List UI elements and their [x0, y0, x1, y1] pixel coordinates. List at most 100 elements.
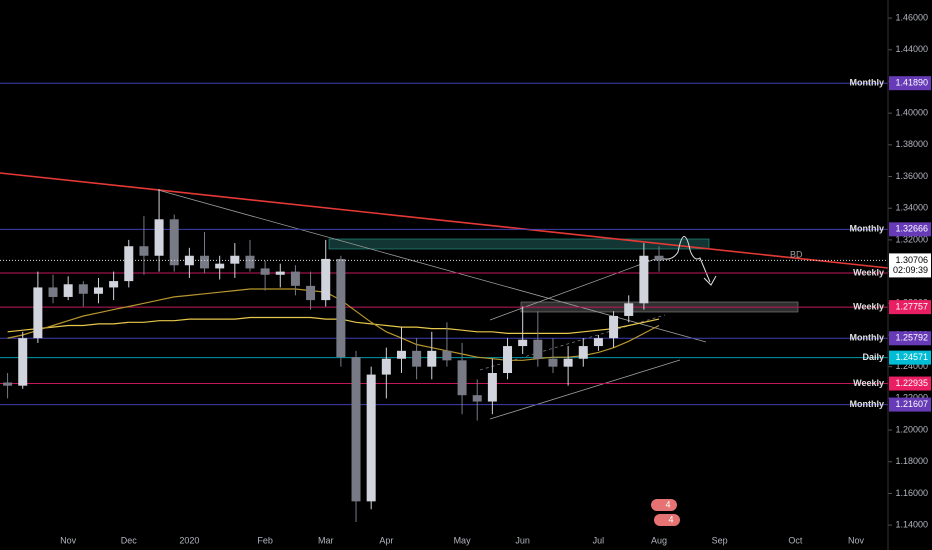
channel-bottom	[489, 359, 681, 420]
level-price-box	[889, 222, 931, 237]
candle-body	[366, 374, 376, 502]
level-price-box	[889, 331, 931, 346]
moving-average	[7, 288, 660, 361]
candle-body	[487, 373, 497, 402]
level-price-box	[889, 76, 931, 91]
candle-body	[245, 255, 255, 269]
level-name: Weekly	[853, 378, 884, 388]
candle-body	[396, 350, 406, 359]
x-tick-label: 2020	[179, 535, 199, 545]
y-tick-label: 1.34000	[895, 203, 928, 213]
candle-body	[624, 303, 634, 316]
candle-body	[351, 357, 361, 502]
candle-body	[427, 350, 437, 367]
candle-body	[3, 382, 13, 386]
level-price: 1.21607	[895, 399, 928, 409]
candle-body	[124, 246, 134, 282]
x-tick-label: May	[454, 535, 472, 545]
trendline-grey	[157, 189, 707, 343]
candle-body	[169, 219, 179, 266]
level-price-box	[889, 376, 931, 391]
event-badge-label: 4	[665, 499, 670, 509]
candle-body	[18, 338, 28, 386]
candle-body	[412, 350, 422, 367]
candle-body	[78, 284, 88, 294]
level-name: Daily	[862, 352, 884, 362]
candle-body	[578, 346, 588, 359]
last-price-label: 1.30706	[895, 255, 928, 265]
candle-body	[306, 285, 316, 301]
x-tick-label: Feb	[257, 535, 273, 545]
last-price-box	[889, 253, 931, 278]
candle-body	[654, 255, 664, 261]
level-name: Monthly	[850, 78, 885, 88]
level-price: 1.32666	[895, 224, 928, 234]
candle-body	[139, 246, 149, 256]
x-tick-label: Jun	[515, 535, 530, 545]
x-tick-label: Nov	[60, 535, 77, 545]
level-name: Weekly	[853, 267, 884, 277]
candle-body	[275, 271, 285, 275]
level-price: 1.24571	[895, 352, 928, 362]
event-badge-label: 4	[668, 514, 673, 524]
plot: 1.140001.160001.180001.200001.220001.240…	[0, 12, 931, 545]
candle-body	[215, 263, 225, 269]
level-price: 1.25792	[895, 333, 928, 343]
y-tick-label: 1.18000	[895, 456, 928, 466]
candle-body	[260, 268, 270, 275]
candle-body	[200, 255, 210, 269]
trendline-red	[0, 172, 889, 269]
y-tick-label: 1.40000	[895, 108, 928, 118]
candle-body	[109, 281, 119, 288]
level-name: Monthly	[850, 224, 885, 234]
level-name: Weekly	[853, 302, 884, 312]
candle-body	[154, 219, 164, 256]
candle-body	[533, 339, 543, 359]
candle-body	[442, 350, 452, 361]
y-tick-label: 1.24000	[895, 361, 928, 371]
channel-top	[489, 257, 659, 321]
x-tick-label: Aug	[651, 535, 667, 545]
candle-body	[472, 395, 482, 402]
level-name: Monthly	[850, 333, 885, 343]
candle-body	[48, 287, 58, 297]
y-tick-label: 1.46000	[895, 12, 928, 22]
event-badge	[651, 499, 677, 511]
y-tick-label: 1.14000	[895, 519, 928, 529]
candle-body	[593, 338, 603, 347]
candle-body	[93, 287, 103, 294]
level-price: 1.41890	[895, 78, 928, 88]
level-price-box	[889, 397, 931, 412]
candle-body	[290, 271, 300, 286]
y-tick-label: 1.20000	[895, 424, 928, 434]
candle-body	[609, 315, 619, 339]
event-badge	[654, 514, 680, 526]
candle-body	[381, 358, 391, 375]
x-tick-label: Oct	[788, 535, 803, 545]
candle-body	[639, 255, 649, 304]
candle-body	[321, 258, 331, 301]
x-tick-label: Jul	[593, 535, 605, 545]
level-name: Monthly	[850, 399, 885, 409]
candle-body	[518, 339, 528, 347]
y-tick-label: 1.38000	[895, 139, 928, 149]
annotation: BD	[790, 249, 803, 259]
candle-body	[503, 346, 513, 374]
candle-body	[548, 358, 558, 367]
candle-body	[336, 258, 346, 358]
x-tick-label: Sep	[712, 535, 728, 545]
candle-body	[457, 360, 467, 396]
y-tick-label: 1.44000	[895, 44, 928, 54]
x-tick-label: Apr	[379, 535, 393, 545]
resistance-zone	[328, 238, 710, 250]
y-tick-label: 1.32000	[895, 234, 928, 244]
x-tick-label: Dec	[121, 535, 138, 545]
level-price-box	[889, 350, 931, 365]
countdown: 02:09:39	[893, 265, 928, 275]
y-tick-label: 1.36000	[895, 171, 928, 181]
projection-arrow	[659, 236, 717, 286]
candle-body	[63, 284, 73, 297]
moving-average	[7, 316, 660, 334]
candle-body	[33, 287, 43, 339]
